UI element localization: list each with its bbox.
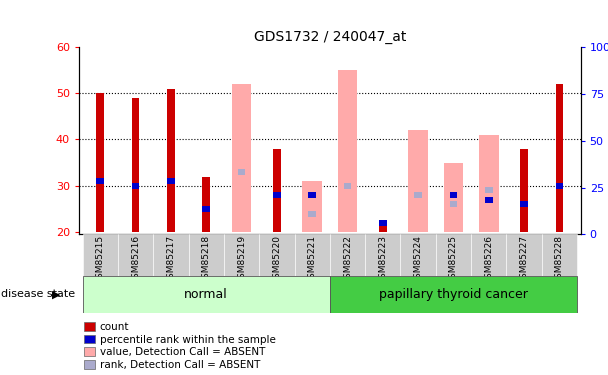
Bar: [96, 93, 104, 232]
Bar: [401, 234, 436, 276]
Bar: [83, 234, 118, 276]
Bar: [471, 234, 506, 276]
Bar: [409, 130, 428, 232]
Bar: [188, 234, 224, 276]
Bar: [167, 88, 174, 232]
Bar: [118, 234, 153, 276]
Text: GSM85225: GSM85225: [449, 235, 458, 284]
Bar: [132, 98, 139, 232]
Bar: [449, 201, 457, 207]
Bar: [379, 220, 387, 226]
Text: GSM85218: GSM85218: [202, 235, 211, 284]
Bar: [294, 234, 330, 276]
Bar: [330, 234, 365, 276]
Bar: [273, 192, 281, 198]
Text: GSM85226: GSM85226: [485, 235, 493, 284]
Bar: [302, 181, 322, 232]
Bar: [436, 234, 471, 276]
Bar: [202, 206, 210, 212]
Bar: [153, 234, 188, 276]
Text: GSM85227: GSM85227: [520, 235, 528, 284]
Bar: [259, 234, 294, 276]
Bar: [520, 149, 528, 232]
Bar: [520, 201, 528, 207]
Text: GSM85219: GSM85219: [237, 235, 246, 284]
Bar: [167, 178, 174, 184]
Text: GSM85217: GSM85217: [167, 235, 175, 284]
Text: GSM85221: GSM85221: [308, 235, 317, 284]
Bar: [273, 149, 281, 232]
Bar: [83, 276, 330, 313]
Title: GDS1732 / 240047_at: GDS1732 / 240047_at: [254, 30, 406, 45]
Bar: [379, 223, 387, 232]
Bar: [202, 177, 210, 232]
Text: GSM85223: GSM85223: [378, 235, 387, 284]
Bar: [330, 276, 577, 313]
Text: GSM85216: GSM85216: [131, 235, 140, 284]
Legend: count, percentile rank within the sample, value, Detection Call = ABSENT, rank, : count, percentile rank within the sample…: [85, 322, 276, 370]
Bar: [414, 192, 422, 198]
Bar: [542, 234, 577, 276]
Bar: [224, 234, 259, 276]
Text: GSM85220: GSM85220: [272, 235, 282, 284]
Text: papillary thyroid cancer: papillary thyroid cancer: [379, 288, 528, 301]
Bar: [556, 84, 564, 232]
Bar: [479, 135, 499, 232]
Bar: [365, 234, 401, 276]
Text: GSM85215: GSM85215: [95, 235, 105, 284]
Bar: [485, 188, 492, 194]
Text: disease state: disease state: [1, 290, 75, 299]
Text: GSM85222: GSM85222: [343, 235, 352, 284]
Text: ▶: ▶: [52, 290, 61, 299]
Bar: [485, 196, 492, 202]
Bar: [449, 192, 457, 198]
Text: GSM85224: GSM85224: [413, 235, 423, 284]
Bar: [444, 163, 463, 232]
Bar: [238, 169, 246, 175]
Bar: [506, 234, 542, 276]
Text: GSM85228: GSM85228: [555, 235, 564, 284]
Bar: [556, 183, 564, 189]
Bar: [232, 84, 251, 232]
Bar: [344, 183, 351, 189]
Bar: [308, 210, 316, 216]
Bar: [132, 183, 139, 189]
Bar: [96, 178, 104, 184]
Bar: [338, 70, 358, 232]
Text: normal: normal: [184, 288, 228, 301]
Bar: [308, 192, 316, 198]
